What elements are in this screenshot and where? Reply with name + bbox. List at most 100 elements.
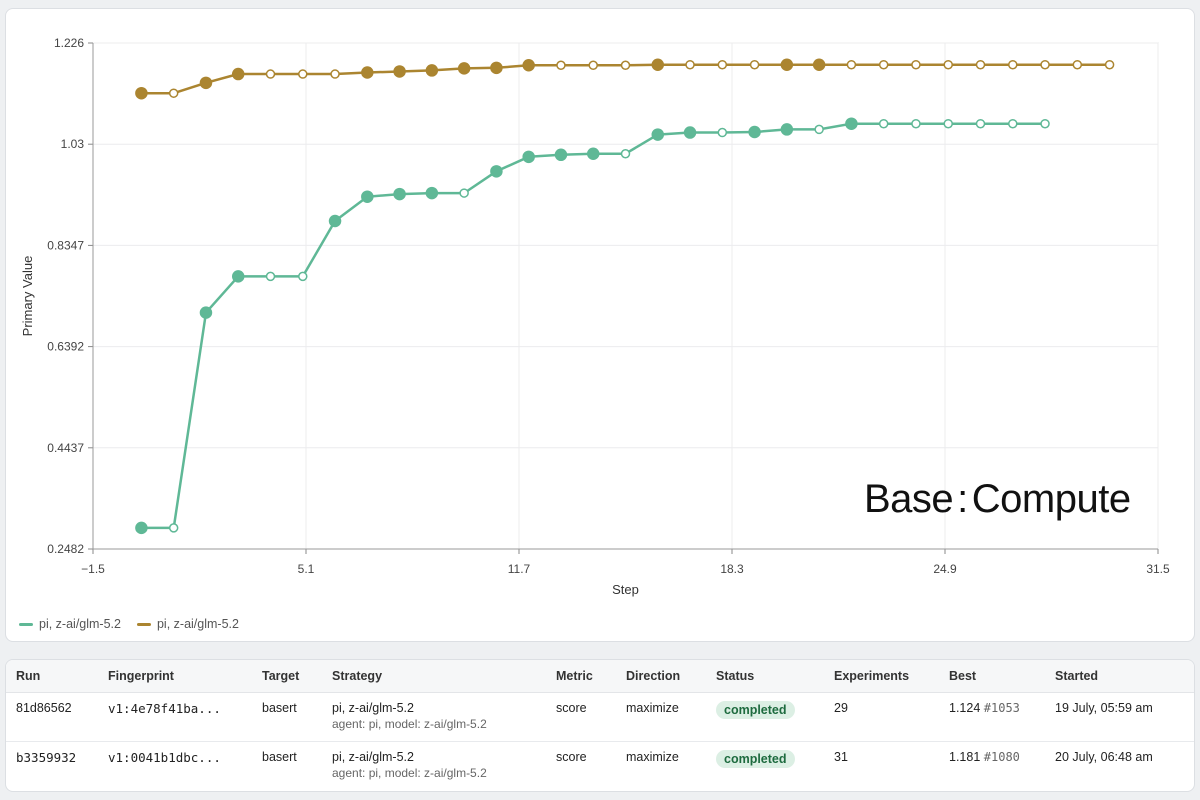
data-point-series-1 xyxy=(298,271,308,282)
data-point-series-2 xyxy=(620,60,631,71)
col-status[interactable]: Status xyxy=(706,660,824,693)
best-value: 1.124 xyxy=(949,701,981,715)
strategy-name: pi, z-ai/glm-5.2 xyxy=(332,750,414,764)
runs-table-panel: Run Fingerprint Target Strategy Metric D… xyxy=(5,659,1195,792)
data-point-series-1 xyxy=(620,148,631,159)
x-axis-title: Step xyxy=(612,582,639,597)
experiments: 31 xyxy=(834,750,848,764)
y-tick-label: 0.8347 xyxy=(47,238,84,252)
data-point-series-1 xyxy=(361,190,374,203)
data-point-series-2 xyxy=(812,58,826,71)
data-point-series-1 xyxy=(459,188,469,198)
data-point-series-2 xyxy=(556,60,566,71)
data-point-series-2 xyxy=(298,69,308,79)
data-point-series-1 xyxy=(1040,118,1050,129)
y-tick-label: 1.03 xyxy=(61,137,85,151)
data-point-series-2 xyxy=(168,88,179,98)
y-tick-label: 0.2482 xyxy=(47,542,84,556)
data-point-series-2 xyxy=(780,58,794,71)
data-point-series-1 xyxy=(911,118,921,129)
data-point-series-2 xyxy=(588,60,598,71)
started: 19 July, 05:59 am xyxy=(1045,692,1194,742)
started: 20 July, 06:48 am xyxy=(1055,750,1153,764)
data-point-series-1 xyxy=(135,521,148,535)
col-fingerprint[interactable]: Fingerprint xyxy=(98,660,252,693)
plot-area xyxy=(92,42,1159,550)
strategy-cell: pi, z-ai/glm-5.2 agent: pi, model: z-ai/… xyxy=(322,742,546,791)
data-point-series-1 xyxy=(814,124,824,135)
legend-swatch xyxy=(136,622,151,626)
data-point-series-2 xyxy=(457,62,471,75)
series-line-1 xyxy=(141,122,1045,530)
strategy-detail: agent: pi, model: z-ai/glm-5.2 xyxy=(332,717,487,731)
data-point-series-2 xyxy=(1008,59,1018,70)
legend-swatch xyxy=(19,622,33,626)
data-point-series-1 xyxy=(683,126,697,139)
data-point-series-2 xyxy=(717,59,728,70)
x-tick-label: 24.9 xyxy=(933,562,957,576)
col-target[interactable]: Target xyxy=(252,660,322,693)
data-point-series-1 xyxy=(393,187,406,201)
run-id[interactable]: 81d86562 xyxy=(6,692,98,742)
col-started[interactable]: Started xyxy=(1045,660,1194,693)
target: basert xyxy=(262,750,297,764)
data-point-series-1 xyxy=(265,271,276,282)
data-point-series-2 xyxy=(1072,59,1083,70)
data-point-series-1 xyxy=(943,118,953,129)
fingerprint: v1:0041b1dbc... xyxy=(108,750,221,765)
data-point-series-2 xyxy=(1040,59,1050,70)
y-tick-label: 0.6392 xyxy=(47,340,84,354)
col-metric[interactable]: Metric xyxy=(546,660,616,693)
legend-item[interactable]: pi, z-ai/glm-5.2 xyxy=(19,617,121,631)
y-axis-title: Primary Value xyxy=(20,256,35,337)
data-point-series-2 xyxy=(231,67,245,81)
best-cell: 1.181 #1080 xyxy=(939,742,1045,791)
table-row[interactable]: 81d86562 v1:4e78f41ba... basert pi, z-ai… xyxy=(6,692,1194,742)
data-point-series-2 xyxy=(393,65,406,78)
y-tick-label: 0.4437 xyxy=(47,441,84,455)
col-direction[interactable]: Direction xyxy=(616,660,706,693)
data-point-series-1 xyxy=(328,214,342,228)
direction: maximize xyxy=(616,692,706,742)
col-best[interactable]: Best xyxy=(939,660,1045,693)
x-tick-label: 31.5 xyxy=(1146,562,1170,576)
data-point-series-2 xyxy=(1104,59,1115,70)
data-point-series-1 xyxy=(586,147,600,160)
run-id[interactable]: b3359932 xyxy=(16,750,77,765)
data-point-series-1 xyxy=(780,123,794,136)
data-point-series-2 xyxy=(361,66,374,79)
best-experiment-link[interactable]: #1053 xyxy=(983,701,1020,715)
table-row[interactable]: b3359932 v1:0041b1dbc... basert pi, z-ai… xyxy=(6,742,1194,791)
data-point-series-1 xyxy=(490,165,503,178)
data-point-series-2 xyxy=(943,59,953,70)
data-point-series-1 xyxy=(748,125,761,139)
chart-legend: pi, z-ai/glm-5.2 pi, z-ai/glm-5.2 xyxy=(19,617,239,631)
data-point-series-2 xyxy=(651,58,665,71)
col-run[interactable]: Run xyxy=(6,660,98,693)
data-point-series-1 xyxy=(845,117,858,130)
data-point-series-1 xyxy=(975,118,986,129)
brand-logo: Base: Compute xyxy=(864,477,1131,521)
status-badge: completed xyxy=(716,750,795,768)
data-point-series-1 xyxy=(651,128,665,141)
col-experiments[interactable]: Experiments xyxy=(824,660,939,693)
data-point-series-2 xyxy=(878,59,889,70)
data-point-series-2 xyxy=(490,61,503,75)
col-strategy[interactable]: Strategy xyxy=(322,660,546,693)
target: basert xyxy=(252,692,322,742)
metric: score xyxy=(556,750,587,764)
data-point-series-1 xyxy=(522,150,535,164)
data-point-series-2 xyxy=(330,69,340,79)
strategy-cell: pi, z-ai/glm-5.2 agent: pi, model: z-ai/… xyxy=(322,692,546,742)
data-point-series-2 xyxy=(265,69,276,79)
y-tick-label: 1.226 xyxy=(54,36,84,50)
runs-table: Run Fingerprint Target Strategy Metric D… xyxy=(6,660,1194,790)
best-experiment-link[interactable]: #1080 xyxy=(983,750,1020,764)
data-point-series-2 xyxy=(135,86,148,100)
legend-item[interactable]: pi, z-ai/glm-5.2 xyxy=(136,617,239,631)
data-point-series-1 xyxy=(425,186,439,200)
x-tick-label: 18.3 xyxy=(720,562,744,576)
strategy-detail: agent: pi, model: z-ai/glm-5.2 xyxy=(332,766,487,780)
data-point-series-2 xyxy=(685,59,695,70)
data-point-series-1 xyxy=(878,118,889,129)
